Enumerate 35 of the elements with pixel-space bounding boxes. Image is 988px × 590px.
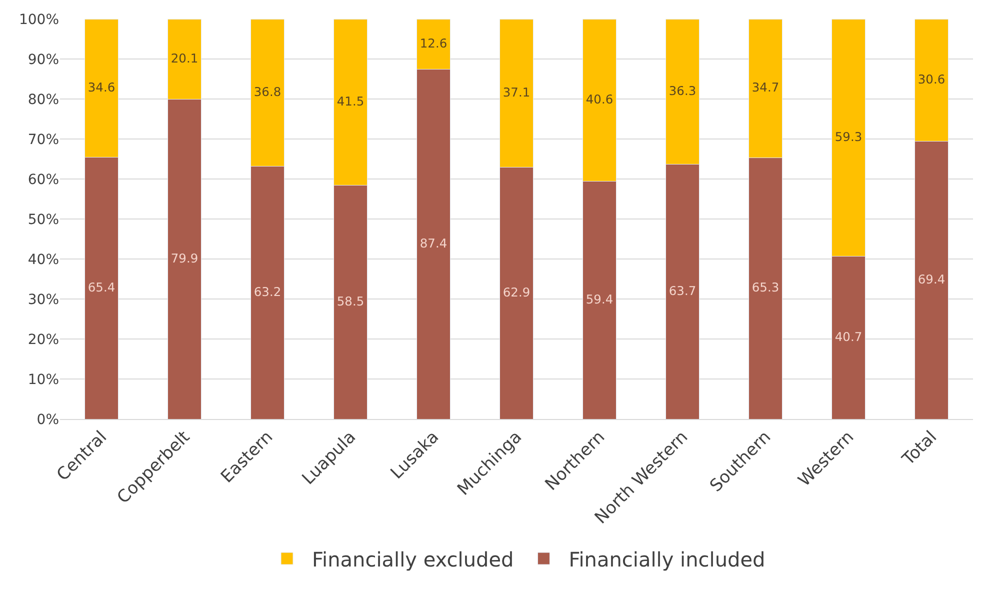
data-label: 69.4 <box>918 272 946 286</box>
data-label: 63.2 <box>254 284 282 299</box>
data-label: 40.7 <box>834 330 862 344</box>
y-tick-label: 0% <box>36 412 59 428</box>
data-label: 63.7 <box>668 284 696 298</box>
legend-label: Financially excluded <box>312 547 514 572</box>
data-label: 65.4 <box>88 280 116 294</box>
data-label: 40.6 <box>586 92 614 106</box>
data-label: 20.1 <box>170 51 198 66</box>
data-label: 58.5 <box>336 294 364 308</box>
data-label: 59.4 <box>586 292 614 306</box>
y-tick-label: 60% <box>28 172 59 188</box>
data-label: 36.8 <box>254 84 282 99</box>
data-label: 62.9 <box>502 285 530 300</box>
data-label: 34.6 <box>88 80 116 94</box>
data-label: 41.5 <box>336 94 364 108</box>
y-tick-label: 100% <box>18 12 59 28</box>
y-tick-label: 10% <box>28 372 59 388</box>
data-label: 36.3 <box>668 84 696 98</box>
y-tick-label: 40% <box>28 252 59 268</box>
data-label: 30.6 <box>918 72 946 86</box>
legend-label: Financially included <box>568 547 766 572</box>
data-label: 87.4 <box>420 236 448 250</box>
data-label: 59.3 <box>834 130 862 144</box>
y-tick-label: 30% <box>28 292 59 308</box>
data-label: 65.3 <box>752 280 780 295</box>
y-tick-label: 50% <box>28 212 59 228</box>
y-tick-label: 80% <box>28 92 59 108</box>
data-label: 12.6 <box>420 36 448 50</box>
y-tick-label: 90% <box>28 52 59 68</box>
data-label: 79.9 <box>170 251 198 266</box>
data-label: 37.1 <box>502 85 530 100</box>
y-tick-label: 20% <box>28 332 59 348</box>
y-tick-label: 70% <box>28 132 59 148</box>
data-label: 34.7 <box>752 80 780 95</box>
